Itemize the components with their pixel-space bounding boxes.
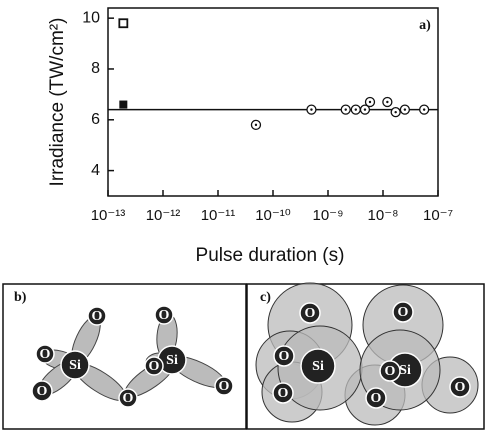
circle-dot <box>386 100 389 104</box>
atom-label: Si <box>166 353 178 368</box>
atom-label: Si <box>69 358 81 373</box>
x-tick-label: 10⁻⁷ <box>423 207 453 224</box>
atom-label: O <box>219 379 230 394</box>
atom-label: O <box>371 391 382 406</box>
x-tick-label: 10⁻⁹ <box>312 207 343 224</box>
atom <box>144 356 164 376</box>
atom <box>31 380 53 402</box>
atom <box>154 305 174 325</box>
atom-label: O <box>398 305 409 320</box>
circle-dot <box>403 108 407 111</box>
circle-dot <box>344 108 347 111</box>
x-axis-label: Pulse duration (s) <box>196 245 345 266</box>
circle-dot <box>254 123 258 127</box>
y-axis-label: Irradiance (TW/cm²) <box>47 18 68 187</box>
atom-label: O <box>385 364 396 379</box>
atom <box>300 348 336 384</box>
atom <box>273 345 295 367</box>
circle-dot <box>354 108 357 111</box>
atom-label: O <box>279 349 290 364</box>
atom-label: O <box>149 359 160 374</box>
atom <box>379 360 401 382</box>
atom <box>299 302 321 324</box>
atom-label: O <box>278 386 289 401</box>
annotation: a) <box>419 18 431 33</box>
atom-label: O <box>123 391 134 406</box>
circle-dot <box>363 108 367 111</box>
atom-label: Si <box>312 359 324 374</box>
y-tick-label: 6 <box>91 111 100 128</box>
circle-dot <box>310 108 313 111</box>
panel-label: c) <box>260 290 271 305</box>
atom <box>449 376 471 398</box>
y-tick-label: 4 <box>91 162 100 179</box>
atom <box>272 382 294 404</box>
open-square <box>118 18 129 29</box>
y-tick-label: 10 <box>82 9 100 26</box>
atom-label: O <box>305 306 316 321</box>
atom <box>60 350 90 380</box>
atom <box>118 388 138 408</box>
atom <box>35 344 55 364</box>
circle-dot <box>394 110 397 114</box>
atom <box>87 306 107 326</box>
y-tick-label: 8 <box>91 60 100 77</box>
circle-dot <box>368 100 372 104</box>
atom <box>214 376 234 396</box>
x-tick-label: 10⁻⁸ <box>368 207 399 224</box>
x-tick-label: 10⁻¹³ <box>91 207 126 224</box>
atom-label: Si <box>399 363 411 378</box>
x-tick-label: 10⁻¹² <box>146 207 181 224</box>
filled-square <box>119 100 128 109</box>
atom <box>365 387 387 409</box>
atom-label: O <box>37 384 48 399</box>
atom-label: O <box>92 309 103 324</box>
atom-label: O <box>455 380 466 395</box>
atom-label: O <box>159 308 170 323</box>
atom <box>392 301 414 323</box>
atom-label: O <box>40 347 51 362</box>
x-tick-label: 10⁻¹¹ <box>201 207 236 224</box>
circle-dot <box>422 108 426 111</box>
x-tick-label: 10⁻¹⁰ <box>255 207 291 224</box>
panel-label: b) <box>14 290 27 305</box>
